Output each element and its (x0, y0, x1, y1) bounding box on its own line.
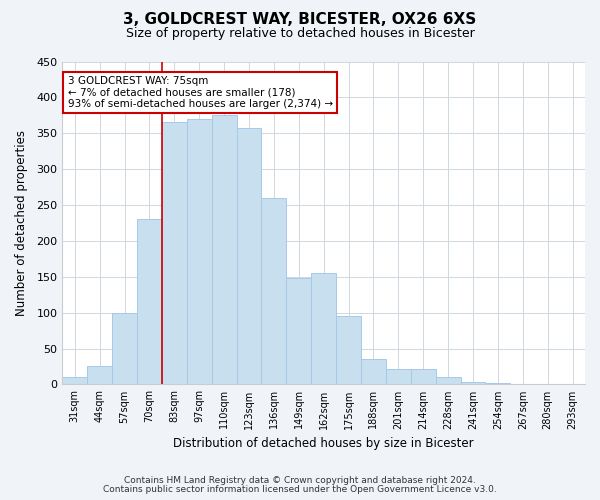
Bar (311, 273, 336, 384)
Bar (187, 119, 212, 384)
Bar (262, 198, 286, 384)
Bar (212, 116, 236, 384)
Bar (137, 220, 162, 384)
Text: 3 GOLDCREST WAY: 75sqm
← 7% of detached houses are smaller (178)
93% of semi-det: 3 GOLDCREST WAY: 75sqm ← 7% of detached … (68, 76, 332, 109)
Bar (112, 312, 137, 384)
Bar (286, 278, 311, 384)
Bar (236, 128, 262, 384)
Bar (62, 378, 87, 384)
Y-axis label: Number of detached properties: Number of detached properties (15, 130, 28, 316)
Bar (162, 122, 187, 384)
Bar (411, 368, 436, 384)
Text: Contains HM Land Registry data © Crown copyright and database right 2024.: Contains HM Land Registry data © Crown c… (124, 476, 476, 485)
Text: 3, GOLDCREST WAY, BICESTER, OX26 6XS: 3, GOLDCREST WAY, BICESTER, OX26 6XS (124, 12, 476, 28)
Bar (461, 382, 485, 384)
Bar (485, 383, 511, 384)
Bar (436, 378, 461, 384)
Bar (361, 360, 386, 384)
Text: Contains public sector information licensed under the Open Government Licence v3: Contains public sector information licen… (103, 485, 497, 494)
Bar (87, 366, 112, 384)
X-axis label: Distribution of detached houses by size in Bicester: Distribution of detached houses by size … (173, 437, 474, 450)
Text: Size of property relative to detached houses in Bicester: Size of property relative to detached ho… (125, 28, 475, 40)
Bar (336, 316, 361, 384)
Bar (386, 368, 411, 384)
